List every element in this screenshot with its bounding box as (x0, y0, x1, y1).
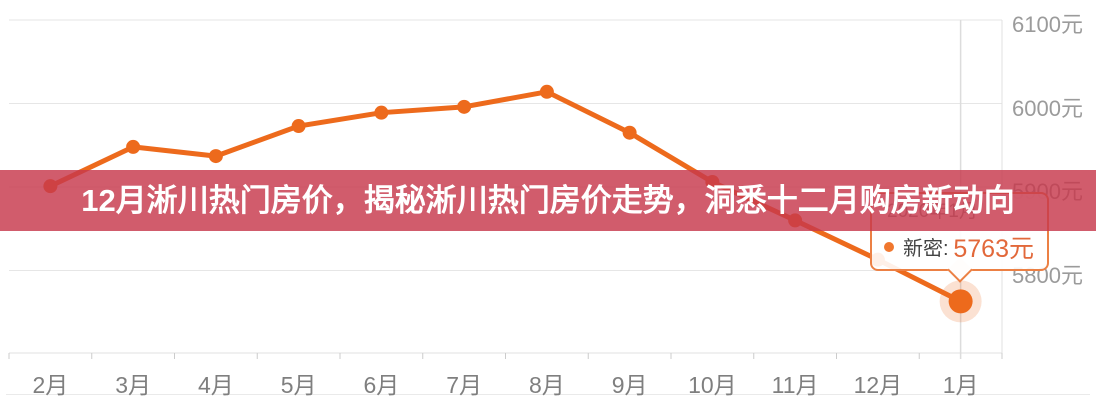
title-overlay-band: 12月淅川热门房价，揭秘淅川热门房价走势，洞悉十二月购房新动向 (0, 170, 1096, 231)
y-axis-label-6100: 6100元 (1012, 12, 1083, 37)
x-axis-label-11月: 11月 (771, 372, 819, 398)
x-axis-label-12月: 12月 (853, 372, 903, 398)
data-point-7月[interactable] (457, 99, 472, 114)
tooltip-series-name: 新密: (903, 238, 949, 261)
data-point-1月[interactable] (948, 289, 973, 314)
x-axis-label-1月: 1月 (942, 372, 979, 398)
x-axis-label-6月: 6月 (363, 372, 400, 398)
data-point-4月[interactable] (208, 149, 223, 164)
x-axis-label-9月: 9月 (611, 372, 648, 398)
x-axis-label-10月: 10月 (688, 372, 737, 398)
data-point-5月[interactable] (291, 119, 306, 134)
data-point-9月[interactable] (622, 125, 637, 140)
x-axis-label-4月: 4月 (197, 372, 234, 398)
page-title: 12月淅川热门房价，揭秘淅川热门房价走势，洞悉十二月购房新动向 (81, 183, 1015, 218)
data-point-6月[interactable] (374, 105, 389, 120)
x-axis-label-7月: 7月 (446, 372, 483, 398)
series-dot-icon (884, 241, 894, 252)
x-axis-label-8月: 8月 (528, 372, 565, 398)
x-axis-label-5月: 5月 (280, 372, 317, 398)
x-axis-label-2月: 2月 (32, 372, 69, 398)
y-axis-label-6000: 6000元 (1012, 95, 1083, 121)
bottom-divider (6, 394, 1090, 395)
x-axis-label-3月: 3月 (115, 372, 152, 398)
tooltip-row: 新密: 5763元 (884, 229, 1034, 265)
tooltip-value: 5763元 (953, 234, 1034, 263)
data-point-3月[interactable] (126, 139, 141, 154)
data-point-8月[interactable] (539, 84, 554, 99)
